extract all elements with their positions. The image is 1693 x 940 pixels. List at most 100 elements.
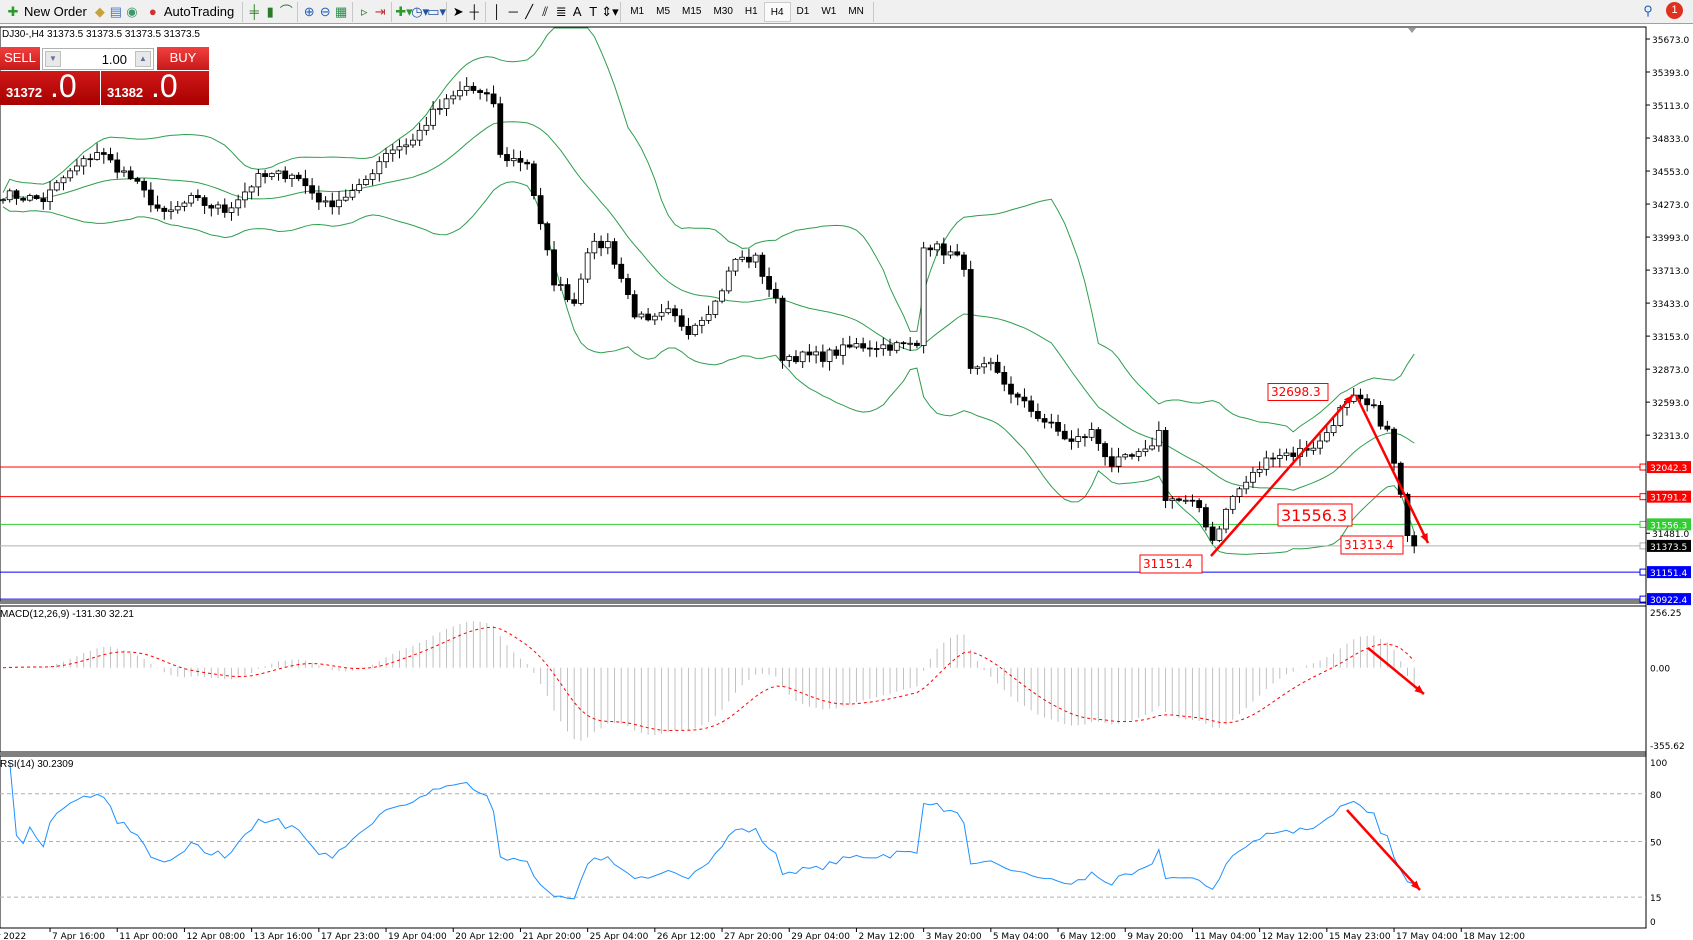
price-tick-label: 34553.0	[1652, 168, 1689, 178]
candle-body	[954, 251, 961, 256]
cursor-icon[interactable]: ➤	[452, 3, 464, 19]
candle	[1182, 495, 1189, 505]
channel-icon[interactable]: ⫽	[542, 3, 549, 19]
price-line-handle	[1639, 568, 1647, 576]
buy-price[interactable]: 31382.0	[101, 68, 209, 105]
candle	[645, 308, 652, 322]
candle	[551, 241, 557, 292]
crosshair-icon[interactable]: ┼	[469, 3, 479, 19]
candle-body	[242, 191, 248, 201]
candle-body	[1310, 447, 1317, 451]
candle-body	[430, 108, 436, 126]
candle	[893, 340, 900, 354]
vertical-line-icon[interactable]: │	[493, 3, 502, 19]
candle	[900, 341, 907, 350]
timeframe-m30[interactable]: M30	[713, 5, 733, 17]
time-label: 20 Apr 12:00	[455, 932, 514, 940]
candle-body	[987, 361, 994, 365]
timeframe-m15[interactable]: M15	[682, 5, 702, 17]
chart-shift-icon[interactable]: ⇥	[374, 3, 386, 19]
zoom-in-icon[interactable]: ⊕	[303, 3, 315, 19]
lot-increase-button[interactable]: ▲	[135, 51, 151, 67]
candle	[1122, 453, 1129, 460]
timeframe-mn[interactable]: MN	[848, 5, 864, 17]
horizontal-line-icon[interactable]: ─	[508, 3, 518, 19]
bar-chart-icon[interactable]: ╪	[249, 3, 259, 19]
sell-button[interactable]: SELL	[0, 47, 40, 70]
text-label-icon[interactable]: T	[589, 3, 598, 19]
templates-icon[interactable]: ▭▾	[427, 3, 447, 19]
arrows-icon[interactable]: ⇕▾	[601, 3, 619, 19]
candle	[961, 251, 967, 277]
price-tick-label: 33433.0	[1652, 300, 1689, 310]
candle	[242, 182, 248, 208]
candle-body	[1196, 500, 1203, 509]
fibonacci-icon[interactable]: ≣	[555, 3, 567, 19]
signals-icon[interactable]: ◉	[126, 3, 138, 19]
price-tick-label: 34833.0	[1652, 135, 1689, 145]
zoom-out-icon[interactable]: ⊖	[319, 3, 331, 19]
candle-body	[752, 254, 759, 263]
market-watch-icon[interactable]: ◆	[94, 3, 105, 19]
candle-body	[436, 108, 443, 110]
candle	[846, 335, 853, 349]
timeframe-w1[interactable]: W1	[821, 5, 837, 17]
search-icon[interactable]: ⚲	[1643, 2, 1653, 18]
candle-body	[490, 93, 497, 105]
price-annotation-box	[1277, 503, 1353, 527]
candle	[1041, 413, 1048, 429]
candle-body	[410, 139, 416, 146]
sell-price[interactable]: 31372.0	[0, 68, 100, 105]
candle-body	[168, 209, 174, 212]
chart-canvas[interactable]: 32042.3 31791.2 31556.3 31373.5 31151.4 30922…	[0, 26, 1693, 940]
buy-button[interactable]: BUY	[157, 47, 209, 70]
tile-windows-icon[interactable]: ▦	[335, 3, 348, 19]
auto-scroll-icon[interactable]: ▹	[360, 3, 368, 19]
trendline-icon[interactable]: ╱	[525, 3, 534, 19]
candle	[1263, 450, 1270, 476]
candle	[873, 341, 880, 358]
candle	[604, 233, 611, 255]
candle-body	[1391, 428, 1397, 464]
time-label: 21 Apr 20:00	[522, 932, 581, 940]
data-window-icon[interactable]: ▤	[109, 3, 122, 19]
indicators-icon[interactable]: ✚▾	[395, 3, 413, 19]
candle-body	[376, 161, 383, 175]
candle	[779, 295, 786, 369]
autotrading-button[interactable]: ● AutoTrading	[140, 1, 239, 23]
candle-body	[1088, 429, 1095, 438]
candle	[665, 300, 672, 315]
candle-body	[725, 270, 732, 292]
timeframe-h1[interactable]: H1	[744, 5, 758, 17]
timeframe-h4[interactable]: H4	[763, 1, 791, 22]
text-icon[interactable]: A	[572, 3, 582, 19]
candle	[685, 317, 692, 340]
lot-size-input[interactable]: ▼ 1.00 ▲	[42, 48, 154, 70]
candle	[141, 178, 148, 198]
timeframe-m5[interactable]: M5	[656, 5, 671, 17]
candle	[208, 203, 215, 217]
price-annotation: 31556.3	[1281, 506, 1347, 525]
candle-body	[1377, 404, 1384, 427]
new-order-button[interactable]: ✚ New Order	[0, 1, 92, 23]
candle-body	[309, 185, 316, 194]
timeframe-m1[interactable]: M1	[630, 5, 645, 17]
price-axis-tag-label: 31373.5	[1650, 543, 1687, 553]
line-chart-icon[interactable]: ⌒	[279, 3, 293, 19]
candle-body	[1397, 462, 1404, 495]
candle-body	[692, 324, 699, 335]
lot-decrease-button[interactable]: ▼	[45, 51, 61, 67]
timeframe-d1[interactable]: D1	[796, 5, 810, 17]
candle-body	[1135, 451, 1142, 457]
periods-icon[interactable]: ◷▾	[411, 3, 430, 19]
candle	[430, 101, 436, 130]
down-arrow	[1354, 394, 1430, 544]
time-label: 17 May 04:00	[1396, 932, 1458, 940]
new-order-icon: ✚	[7, 3, 19, 19]
candle	[618, 257, 625, 283]
candle	[275, 169, 282, 181]
divider	[297, 1, 299, 22]
candlestick-icon[interactable]: ▮	[266, 3, 274, 19]
candle-body	[1014, 393, 1021, 398]
notification-badge[interactable]: 1	[1666, 2, 1683, 19]
